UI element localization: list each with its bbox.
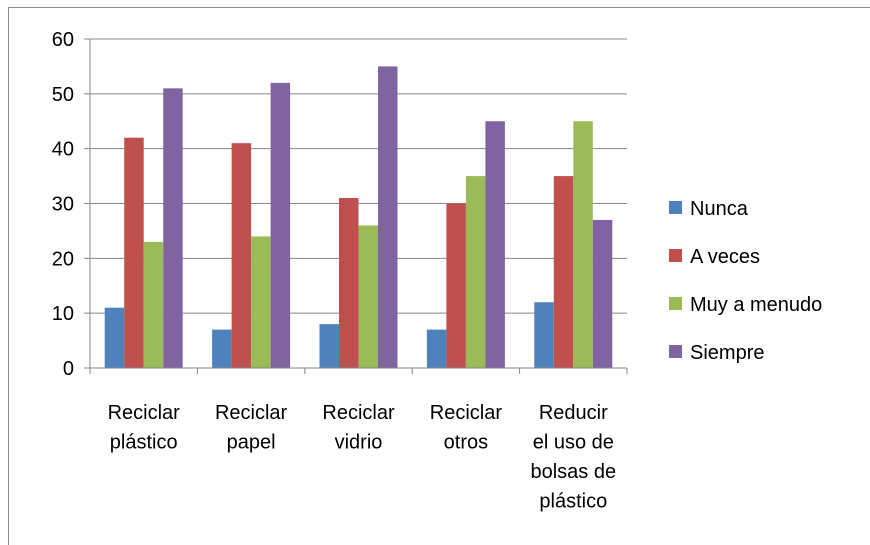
legend-label: Siempre (690, 342, 764, 364)
legend-swatch (669, 201, 682, 214)
bar-a-veces (446, 203, 466, 368)
bar-siempre (378, 66, 398, 369)
bar-a-veces (553, 176, 574, 368)
legend-label: A veces (690, 246, 760, 268)
y-tick-label: 50 (52, 84, 74, 106)
y-tick-label: 10 (52, 303, 74, 325)
bar-muy-a-menudo (465, 176, 486, 368)
category-label: Reciclar vidrio (322, 402, 395, 454)
y-axis-ticks: 0 10 20 30 40 50 60 (52, 29, 90, 380)
bar-a-veces (231, 143, 252, 368)
bar-nunca (534, 302, 554, 368)
legend-label: Muy a menudo (690, 294, 822, 316)
category-label: Reducir el uso de bolsas de plástico (530, 402, 616, 513)
bar-muy-a-menudo (358, 225, 378, 368)
legend-label: Nunca (690, 198, 749, 220)
legend-swatch (669, 297, 682, 310)
bar-nunca (104, 307, 125, 368)
bar-a-veces (339, 198, 359, 368)
bar-muy-a-menudo (251, 236, 271, 368)
legend-swatch (669, 345, 682, 358)
category-label: Reciclar otros (430, 402, 503, 454)
bar-nunca (426, 329, 447, 368)
bar-siempre (592, 219, 613, 368)
bar-siempre (270, 82, 291, 368)
bar-nunca (319, 324, 339, 368)
bars (104, 66, 613, 369)
y-tick-label: 40 (52, 139, 74, 161)
x-axis (89, 39, 628, 374)
bar-a-veces (124, 137, 144, 368)
bar-siempre (485, 121, 505, 368)
legend-swatch (669, 249, 682, 262)
legend: Nunca A veces Muy a menudo Siempre (669, 198, 822, 364)
category-labels: Reciclar plástico Reciclar papel Reciclar vid… (108, 402, 617, 513)
category-label: Reciclar plástico (108, 402, 181, 454)
y-tick-label: 60 (52, 29, 74, 51)
bar-siempre (163, 88, 183, 368)
y-tick-label: 30 (52, 194, 74, 216)
category-label: Reciclar papel (215, 402, 288, 454)
y-tick-label: 20 (52, 248, 74, 270)
bar-muy-a-menudo (573, 121, 593, 368)
y-tick-label: 0 (63, 358, 74, 380)
bar-muy-a-menudo (143, 241, 164, 368)
bar-nunca (212, 329, 232, 368)
